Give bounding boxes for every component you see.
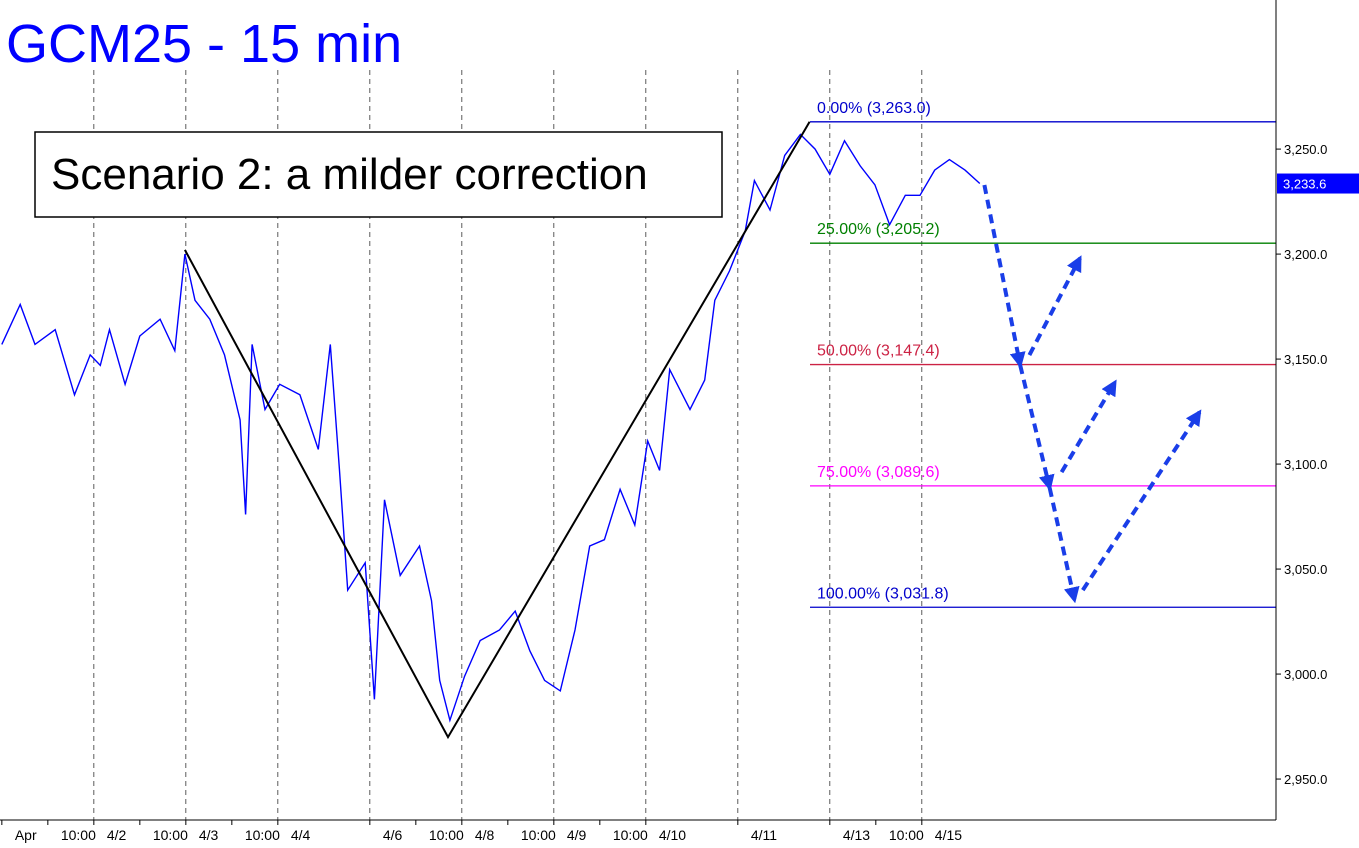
x-tick-label: 4/13 bbox=[843, 827, 870, 843]
annotation-box bbox=[34, 131, 723, 218]
y-tick-label: 3,100.0 bbox=[1284, 457, 1327, 472]
x-tick-label: 4/4 bbox=[291, 827, 311, 843]
fib-value: (3,031.8) bbox=[885, 585, 949, 602]
projection-arrow bbox=[1081, 409, 1202, 592]
x-tick-label: 4/9 bbox=[567, 827, 587, 843]
x-tick-label: Apr bbox=[15, 827, 37, 843]
fib-value: (3,205.2) bbox=[876, 221, 940, 238]
projection-arrow bbox=[982, 184, 1026, 369]
y-tick-label: 3,050.0 bbox=[1284, 562, 1327, 577]
x-tick-label: 10:00 bbox=[429, 827, 464, 843]
fib-label: 0.00% (3,263.0) bbox=[817, 100, 931, 117]
x-tick-label: 10:00 bbox=[153, 827, 188, 843]
x-tick-label: 4/15 bbox=[935, 827, 962, 843]
price-line bbox=[1, 133, 981, 723]
annotation: Scenario 2: a milder correction bbox=[51, 150, 648, 199]
chart-title: GCM25 - 15 min bbox=[6, 14, 402, 74]
x-tick-label: 10:00 bbox=[613, 827, 648, 843]
fib-value: (3,263.0) bbox=[867, 100, 931, 117]
x-tick-label: 10:00 bbox=[245, 827, 280, 843]
fib-label: 75.00% (3,089.6) bbox=[817, 464, 940, 481]
projection-arrow bbox=[1059, 379, 1117, 474]
fib-label: 25.00% (3,205.2) bbox=[817, 221, 940, 238]
x-tick-label: 4/2 bbox=[107, 827, 127, 843]
last-value-box bbox=[1277, 173, 1359, 194]
fib-name: 100.00% bbox=[817, 585, 880, 602]
fib-label: 100.00% (3,031.8) bbox=[817, 585, 949, 602]
x-tick-label: 4/8 bbox=[475, 827, 495, 843]
fib-name: 75.00% bbox=[817, 464, 871, 481]
projection-arrow bbox=[1047, 487, 1080, 604]
y-tick-label: 2,950.0 bbox=[1284, 772, 1327, 787]
projection-arrow bbox=[1018, 364, 1055, 492]
x-tick-label: 10:00 bbox=[61, 827, 96, 843]
grid-layer bbox=[93, 70, 923, 820]
fib-name: 0.00% bbox=[817, 100, 862, 117]
y-tick-label: 3,000.0 bbox=[1284, 667, 1327, 682]
x-tick-label: 10:00 bbox=[889, 827, 924, 843]
x-tick-label: 4/3 bbox=[199, 827, 219, 843]
plot-layer: 0.00% (3,263.0) 25.00% (3,205.2) 50.00% (3… bbox=[1, 100, 1276, 740]
y-tick-label: 3,250.0 bbox=[1284, 142, 1327, 157]
projection-arrow bbox=[1027, 255, 1082, 357]
trend-line bbox=[184, 121, 811, 740]
x-tick-label: 10:00 bbox=[521, 827, 556, 843]
x-tick-label: 4/6 bbox=[383, 827, 403, 843]
y-tick-label: 3,200.0 bbox=[1284, 247, 1327, 262]
y-tick-label: 3,150.0 bbox=[1284, 352, 1327, 367]
x-tick-label: 4/11 bbox=[751, 827, 777, 843]
fib-label: 50.00% (3,147.4) bbox=[817, 343, 940, 360]
last-value-label: 3,233.6 bbox=[1283, 177, 1326, 192]
x-tick-label: 4/10 bbox=[659, 827, 686, 843]
fib-value: (3,089.6) bbox=[876, 464, 940, 481]
fib-name: 50.00% bbox=[817, 343, 871, 360]
fib-name: 25.00% bbox=[817, 221, 871, 238]
fib-value: (3,147.4) bbox=[876, 343, 940, 360]
